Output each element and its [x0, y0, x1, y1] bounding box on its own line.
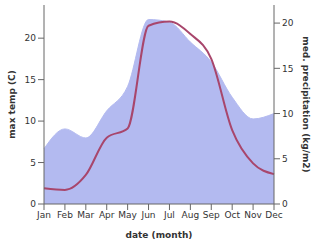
- svg-text:5: 5: [282, 154, 288, 164]
- svg-text:Oct: Oct: [224, 210, 240, 220]
- svg-text:med. precipitation (kg/m2): med. precipitation (kg/m2): [301, 36, 310, 172]
- svg-text:Mar: Mar: [77, 210, 94, 220]
- svg-text:10: 10: [282, 109, 294, 119]
- svg-text:Jun: Jun: [141, 210, 156, 220]
- svg-text:date (month): date (month): [126, 230, 193, 240]
- svg-text:15: 15: [25, 75, 36, 85]
- svg-text:10: 10: [25, 116, 37, 126]
- svg-text:Nov: Nov: [244, 210, 262, 220]
- svg-text:Apr: Apr: [99, 210, 115, 220]
- svg-text:Aug: Aug: [182, 210, 200, 220]
- svg-text:Dec: Dec: [265, 210, 282, 220]
- svg-text:15: 15: [282, 64, 293, 74]
- svg-text:Jul: Jul: [163, 210, 175, 220]
- svg-text:May: May: [118, 210, 137, 220]
- svg-text:Sep: Sep: [203, 210, 220, 220]
- svg-text:0: 0: [30, 199, 36, 209]
- svg-text:5: 5: [30, 158, 36, 168]
- svg-text:max temp (C): max temp (C): [8, 70, 17, 139]
- svg-text:20: 20: [25, 33, 37, 43]
- svg-text:Feb: Feb: [57, 210, 73, 220]
- svg-text:Jan: Jan: [36, 210, 51, 220]
- svg-text:20: 20: [282, 18, 294, 28]
- svg-text:0: 0: [282, 199, 288, 209]
